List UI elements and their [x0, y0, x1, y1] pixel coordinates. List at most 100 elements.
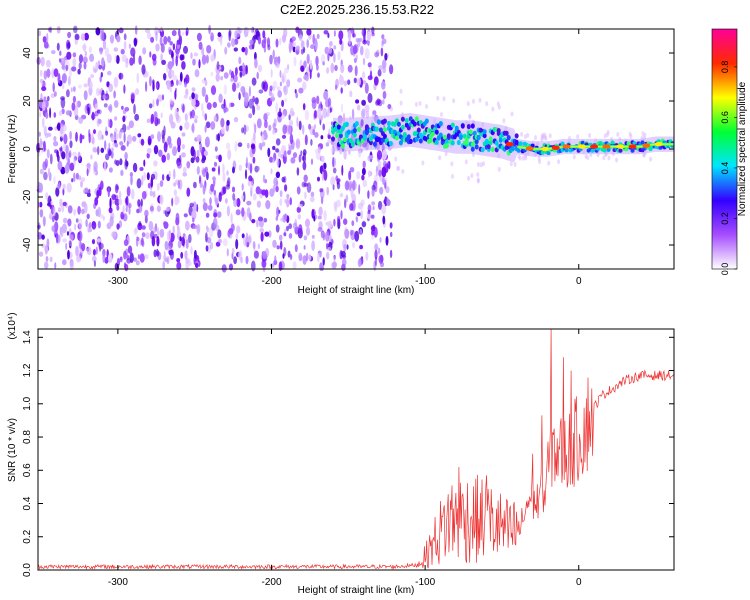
spectrogram-noise-cell	[371, 201, 375, 206]
spectrogram-signal-cell	[380, 137, 385, 143]
spectrogram-noise-cell	[109, 34, 115, 44]
spectrogram-haze-cell	[418, 101, 422, 106]
spectrogram-noise-cell	[286, 225, 289, 232]
spectrogram-y-tick-label: -20	[22, 189, 33, 204]
spectrogram-noise-cell	[116, 257, 121, 267]
spectrogram-noise-cell	[254, 97, 259, 105]
spectrogram-noise-cell	[182, 103, 185, 113]
spectrogram-noise-cell	[318, 251, 322, 258]
spectrogram-noise-cell	[120, 169, 124, 176]
spectrogram-noise-cell	[115, 185, 119, 191]
spectrogram-noise-cell	[49, 107, 52, 119]
spectrogram-signal-cell	[335, 132, 339, 138]
spectrogram-noise-cell	[58, 207, 61, 213]
spectrogram-noise-cell	[323, 162, 327, 170]
spectrogram-haze-cell	[606, 129, 610, 135]
spectrogram-noise-cell	[162, 261, 166, 269]
spectrogram-noise-cell	[175, 47, 180, 55]
spectrogram-signal-cell	[374, 126, 379, 132]
spectrogram-noise-cell	[232, 166, 235, 174]
spectrogram-signal-cell	[342, 137, 347, 143]
spectrogram-noise-cell	[276, 157, 280, 168]
spectrogram-noise-cell	[322, 123, 326, 131]
spectrogram-noise-cell	[67, 42, 71, 49]
spectrogram-noise-cell	[80, 180, 83, 188]
spectrogram-noise-cell	[66, 89, 70, 98]
spectrogram-noise-cell	[322, 61, 325, 66]
spectrogram-noise-cell	[192, 224, 198, 230]
spectrogram-noise-cell	[118, 130, 122, 140]
spectrogram-noise-cell	[65, 110, 72, 116]
spectrogram-noise-cell	[360, 45, 364, 56]
spectrogram-noise-cell	[100, 71, 104, 78]
spectrogram-noise-cell	[210, 85, 217, 96]
spectrogram-noise-cell	[65, 242, 68, 250]
spectrogram-noise-cell	[334, 64, 338, 72]
spectrogram-noise-cell	[297, 214, 301, 220]
spectrogram-noise-cell	[203, 184, 207, 192]
spectrogram-noise-cell	[133, 103, 136, 115]
spectrogram-noise-cell	[161, 154, 166, 163]
spectrogram-y-tick-label: 20	[22, 95, 33, 107]
spectrogram-noise-cell	[169, 41, 173, 46]
snr-y-tick-label: 0.8	[22, 430, 33, 444]
spectrogram-noise-cell	[284, 213, 288, 221]
spectrogram-noise-cell	[143, 172, 146, 181]
spectrogram-noise-cell	[337, 51, 341, 61]
spectrogram-noise-cell	[136, 208, 140, 214]
spectrogram-noise-cell	[144, 72, 148, 78]
spectrogram-haze-cell	[491, 106, 495, 112]
spectrogram-haze-cell	[436, 95, 440, 101]
spectrogram-noise-cell	[283, 150, 287, 158]
spectrogram-noise-cell	[176, 261, 182, 270]
spectrogram-noise-cell	[317, 252, 320, 263]
spectrogram-noise-cell	[116, 223, 120, 230]
spectrogram-noise-cell	[302, 149, 307, 156]
spectrogram-noise-cell	[235, 209, 241, 216]
spectrogram-signal-cell	[470, 146, 475, 152]
spectrogram-noise-cell	[289, 133, 294, 145]
spectrogram-noise-cell	[220, 76, 224, 81]
spectrogram-noise-cell	[205, 225, 209, 231]
spectrogram-noise-cell	[191, 99, 197, 107]
spectrogram-noise-cell	[281, 34, 287, 43]
spectrogram-noise-cell	[39, 168, 44, 175]
spectrogram-noise-cell	[173, 168, 176, 180]
spectrogram-noise-cell	[119, 141, 124, 146]
spectrogram-signal-cell	[424, 118, 429, 124]
spectrogram-noise-cell	[71, 66, 77, 72]
spectrogram-noise-cell	[68, 150, 72, 159]
spectrogram-haze-cell	[425, 104, 428, 109]
spectrogram-signal-cell	[450, 140, 455, 146]
spectrogram-noise-cell	[221, 127, 225, 135]
spectrogram-noise-cell	[180, 251, 184, 259]
spectrogram-noise-cell	[141, 225, 146, 230]
spectrogram-noise-cell	[234, 141, 238, 152]
spectrogram-noise-cell	[223, 72, 229, 79]
spectrogram-noise-cell	[176, 39, 180, 46]
spectrogram-noise-cell	[153, 249, 157, 258]
spectrogram-hotspot	[602, 144, 611, 149]
spectrogram-noise-cell	[356, 171, 361, 180]
spectrogram-noise-cell	[303, 245, 306, 250]
spectrogram-noise-cell	[354, 230, 360, 242]
spectrogram-noise-cell	[371, 229, 375, 236]
spectrogram-noise-cell	[279, 190, 283, 198]
spectrogram-signal-cell	[372, 141, 377, 147]
spectrogram-noise-cell	[300, 65, 305, 72]
spectrogram-noise-cell	[357, 149, 362, 158]
spectrogram-noise-cell	[62, 238, 68, 243]
spectrogram-noise-cell	[202, 197, 206, 204]
spectrogram-noise-cell	[55, 187, 60, 197]
spectrogram-noise-cell	[382, 67, 387, 74]
spectrogram-haze-cell	[642, 152, 646, 158]
snr-plot-area	[38, 329, 674, 570]
spectrogram-noise-cell	[381, 204, 387, 215]
spectrogram-noise-cell	[302, 124, 305, 135]
spectrogram-noise-cell	[44, 244, 48, 255]
spectrogram-noise-cell	[42, 140, 46, 151]
spectrogram-noise-cell	[377, 247, 381, 255]
spectrogram-noise-cell	[382, 90, 387, 100]
spectrogram-noise-cell	[108, 83, 113, 93]
spectrogram-noise-cell	[295, 92, 299, 99]
